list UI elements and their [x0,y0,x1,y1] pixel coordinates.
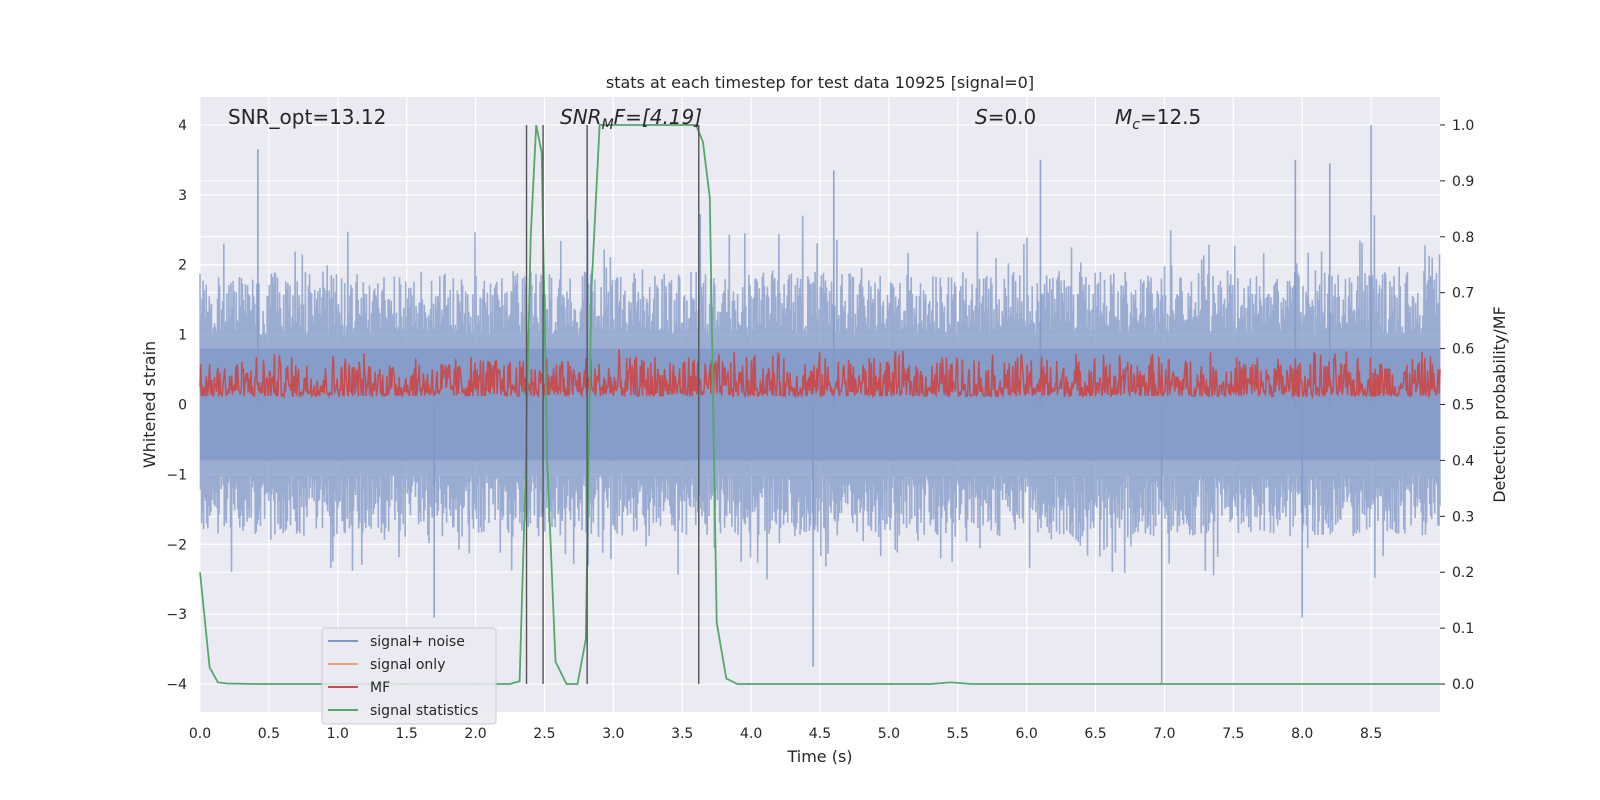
x-tick-label: 1.5 [396,726,418,742]
annotation-s-rest: =0.0 [988,105,1037,129]
x-tick-label: 0.5 [258,726,280,742]
y-tick-label-right: 0.1 [1452,621,1474,637]
legend-label-signal-only: signal only [370,657,445,673]
x-tick-label: 7.5 [1222,726,1244,742]
annotation-s: S=0.0 [975,105,1036,129]
y-tick-label-left: −2 [166,537,187,553]
annotation-s-var: S [975,105,988,129]
x-tick-label: 3.5 [671,726,693,742]
annotation-snr-opt: SNR_opt=13.12 [228,105,386,129]
x-tick-label: 8.5 [1360,726,1382,742]
annotation-snr-mf: SNRMF=[4.19] [560,105,702,133]
annotation-mc: Mc=12.5 [1115,105,1201,133]
annotation-snr-mf-base: SNR [560,105,602,129]
y-tick-label-right: 0.4 [1452,453,1474,469]
x-tick-label: 0.0 [189,726,211,742]
y-tick-label-right: 0.3 [1452,509,1474,525]
legend: signal+ noise signal only MF signal stat… [321,627,497,725]
annotation-snr-mf-sub: M [602,117,614,133]
y-tick-label-right: 0.5 [1452,398,1474,414]
y-tick-label-left: 2 [178,258,187,274]
y-tick-label-left: 3 [178,188,187,204]
x-tick-label: 5.5 [947,726,969,742]
x-tick-label: 7.0 [1153,726,1175,742]
y-tick-label-right: 0.7 [1452,286,1474,302]
x-tick-label: 1.0 [327,726,349,742]
annotation-mc-var: M [1115,105,1132,129]
annotation-mc-sub: c [1132,117,1140,133]
legend-label-mf: MF [370,680,390,696]
y-tick-label-left: 1 [178,328,187,344]
y-tick-label-right: 0.2 [1452,565,1474,581]
annotation-snr-mf-rest: F=[4.19] [614,105,702,129]
x-tick-label: 8.0 [1291,726,1313,742]
y-tick-label-left: −4 [166,677,187,693]
x-tick-label: 2.0 [464,726,486,742]
legend-label-stats: signal statistics [370,703,478,719]
x-tick-label: 5.0 [878,726,900,742]
y-tick-label-left: 4 [178,118,187,134]
chart-title: stats at each timestep for test data 109… [606,73,1034,92]
y-tick-label-right: 0.9 [1452,174,1474,190]
x-tick-label: 6.5 [1084,726,1106,742]
x-tick-label: 4.0 [740,726,762,742]
x-axis-label: Time (s) [786,747,852,766]
y-tick-label-right: 0.6 [1452,342,1474,358]
y-tick-label-left: −3 [166,607,187,623]
legend-label-noise: signal+ noise [370,634,465,650]
legend-box [321,627,497,725]
y-axis-label-right: Detection probability/MF [1490,306,1509,503]
x-tick-label: 6.0 [1016,726,1038,742]
y-tick-label-right: 0.8 [1452,230,1474,246]
mf-series [199,348,1441,400]
y-tick-label-right: 0.0 [1452,677,1474,693]
y-tick-label-left: 0 [178,398,187,414]
x-tick-label: 2.5 [533,726,555,742]
x-tick-label: 3.0 [602,726,624,742]
y-tick-label-left: −1 [166,467,187,483]
annotation-mc-rest: =12.5 [1140,105,1201,129]
y-axis-label-left: Whitened strain [140,341,159,468]
x-tick-label: 4.5 [809,726,831,742]
y-tick-label-right: 1.0 [1452,118,1474,134]
